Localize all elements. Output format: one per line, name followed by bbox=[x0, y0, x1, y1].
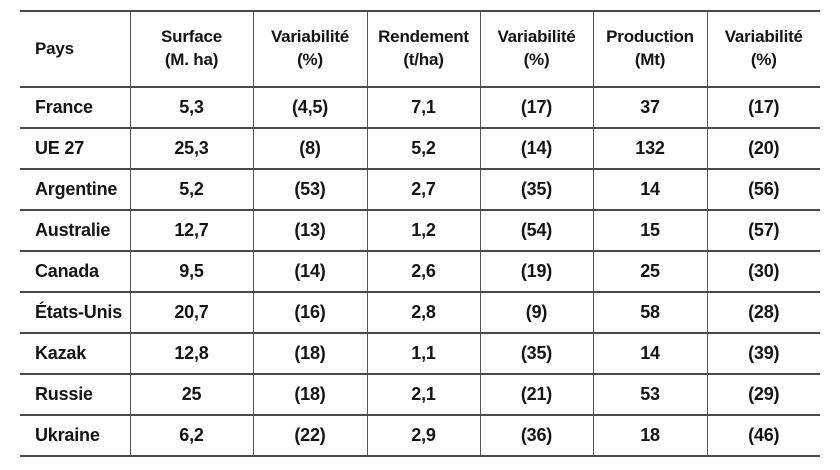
table-cell: 9,5 bbox=[129, 250, 254, 293]
table-row: Canada 9,5 (14) 2,6 (19) 25 (30) bbox=[20, 250, 820, 293]
table-cell: (39) bbox=[706, 332, 820, 375]
table-cell: (28) bbox=[706, 291, 820, 334]
row-header-country: Australie bbox=[20, 209, 131, 252]
table-cell: 5,2 bbox=[129, 168, 254, 211]
column-header-variabilite-surface: Variabilité (%) bbox=[252, 10, 368, 88]
table-cell: (21) bbox=[479, 373, 594, 416]
table-cell: 15 bbox=[592, 209, 708, 252]
table-cell: (8) bbox=[252, 127, 368, 170]
row-header-country: États-Unis bbox=[20, 291, 131, 334]
table-cell: 14 bbox=[592, 168, 708, 211]
row-header-country: France bbox=[20, 86, 131, 129]
table-cell: (9) bbox=[479, 291, 594, 334]
row-header-country: Canada bbox=[20, 250, 131, 293]
header-row: Pays Surface (M. ha) Variabilité (%) Ren… bbox=[20, 10, 820, 88]
table-cell: 37 bbox=[592, 86, 708, 129]
table-cell: (35) bbox=[479, 332, 594, 375]
table-cell: 6,2 bbox=[129, 414, 254, 457]
table-cell: 132 bbox=[592, 127, 708, 170]
table-cell: (4,5) bbox=[252, 86, 368, 129]
table-cell: (14) bbox=[252, 250, 368, 293]
country-statistics-table: Pays Surface (M. ha) Variabilité (%) Ren… bbox=[20, 10, 820, 457]
table-cell: (35) bbox=[479, 168, 594, 211]
column-header-variabilite-production: Variabilité (%) bbox=[706, 10, 820, 88]
table-cell: (17) bbox=[479, 86, 594, 129]
table-cell: 12,7 bbox=[129, 209, 254, 252]
table-cell: 2,6 bbox=[366, 250, 481, 293]
table-cell: (13) bbox=[252, 209, 368, 252]
column-header-label: Rendement bbox=[378, 27, 469, 47]
table-row: Ukraine 6,2 (22) 2,9 (36) 18 (46) bbox=[20, 414, 820, 457]
table-cell: 5,3 bbox=[129, 86, 254, 129]
column-header-label: Variabilité bbox=[270, 27, 350, 47]
column-header-unit: (Mt) bbox=[634, 50, 666, 69]
table-cell: 7,1 bbox=[366, 86, 481, 129]
table-row: Russie 25 (18) 2,1 (21) 53 (29) bbox=[20, 373, 820, 416]
table-cell: 12,8 bbox=[129, 332, 254, 375]
table-cell: (18) bbox=[252, 373, 368, 416]
column-header-production: Production (Mt) bbox=[592, 10, 708, 88]
table-row: États-Unis 20,7 (16) 2,8 (9) 58 (28) bbox=[20, 291, 820, 334]
table-row: Argentine 5,2 (53) 2,7 (35) 14 (56) bbox=[20, 168, 820, 211]
table-cell: 58 bbox=[592, 291, 708, 334]
column-header-unit: (t/ha) bbox=[403, 50, 444, 69]
table-cell: (29) bbox=[706, 373, 820, 416]
table-cell: 2,1 bbox=[366, 373, 481, 416]
table-row: France 5,3 (4,5) 7,1 (17) 37 (17) bbox=[20, 86, 820, 129]
column-header-label: Variabilité bbox=[724, 27, 803, 47]
table-cell: (20) bbox=[706, 127, 820, 170]
row-header-country: Russie bbox=[20, 373, 131, 416]
table-cell: (14) bbox=[479, 127, 594, 170]
table-cell: (53) bbox=[252, 168, 368, 211]
table-body: France 5,3 (4,5) 7,1 (17) 37 (17) UE 27 25,3 (8) 5… bbox=[20, 86, 820, 457]
table-cell: 5,2 bbox=[366, 127, 481, 170]
table-row: Australie 12,7 (13) 1,2 (54) 15 (57) bbox=[20, 209, 820, 252]
row-header-country: Ukraine bbox=[20, 414, 131, 457]
column-header-label: Production bbox=[606, 27, 694, 47]
table-cell: 1,2 bbox=[366, 209, 481, 252]
table-cell: 18 bbox=[592, 414, 708, 457]
table-cell: (17) bbox=[706, 86, 820, 129]
table-cell: (36) bbox=[479, 414, 594, 457]
column-header-variabilite-rendement: Variabilité (%) bbox=[479, 10, 594, 88]
table-cell: 2,7 bbox=[366, 168, 481, 211]
table-cell: 2,8 bbox=[366, 291, 481, 334]
table-cell: (57) bbox=[706, 209, 820, 252]
row-header-country: Kazak bbox=[20, 332, 131, 375]
table-cell: 2,9 bbox=[366, 414, 481, 457]
table-cell: (19) bbox=[479, 250, 594, 293]
column-header-unit: (%) bbox=[297, 50, 323, 69]
column-header-label: Variabilité bbox=[497, 27, 576, 47]
row-header-country: UE 27 bbox=[20, 127, 131, 170]
table-cell: 25 bbox=[129, 373, 254, 416]
table-row: UE 27 25,3 (8) 5,2 (14) 132 (20) bbox=[20, 127, 820, 170]
column-header-unit: (%) bbox=[523, 50, 550, 69]
table-cell: (18) bbox=[252, 332, 368, 375]
column-header-rendement: Rendement (t/ha) bbox=[366, 10, 481, 88]
column-header-unit: (%) bbox=[750, 50, 777, 69]
table-cell: (22) bbox=[252, 414, 368, 457]
column-header-label: Pays bbox=[35, 38, 74, 58]
table-cell: 25,3 bbox=[129, 127, 254, 170]
table-cell: (56) bbox=[706, 168, 820, 211]
table-cell: (46) bbox=[706, 414, 820, 457]
table-cell: 53 bbox=[592, 373, 708, 416]
column-header-unit: (M. ha) bbox=[164, 50, 219, 69]
column-header-surface: Surface (M. ha) bbox=[129, 10, 254, 88]
table-cell: 1,1 bbox=[366, 332, 481, 375]
row-header-country: Argentine bbox=[20, 168, 131, 211]
table-cell: (30) bbox=[706, 250, 820, 293]
table-cell: 25 bbox=[592, 250, 708, 293]
table-cell: 14 bbox=[592, 332, 708, 375]
table-cell: (54) bbox=[479, 209, 594, 252]
table-cell: 20,7 bbox=[129, 291, 254, 334]
column-header-label: Surface bbox=[161, 27, 222, 47]
table-cell: (16) bbox=[252, 291, 368, 334]
column-header-pays: Pays bbox=[20, 10, 131, 88]
table-row: Kazak 12,8 (18) 1,1 (35) 14 (39) bbox=[20, 332, 820, 375]
